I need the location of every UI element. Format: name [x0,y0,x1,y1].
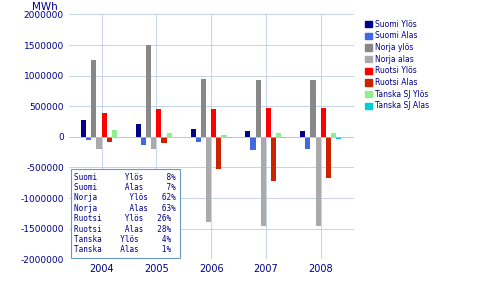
Bar [151,137,156,149]
Bar [206,137,211,222]
Text: Suomi      Ylös     8%
Suomi      Alas     7%
Norja       Ylös   62%
Norja      : Suomi Ylös 8% Suomi Alas 7% Norja Ylös 6… [75,173,176,254]
Bar [112,130,117,137]
Bar [331,132,336,137]
Bar [211,109,216,137]
Bar [201,79,206,137]
Bar [196,137,201,142]
Bar [146,45,151,137]
Bar [271,137,276,181]
Bar [96,137,102,149]
Bar [162,137,166,143]
Bar [216,137,221,169]
Bar [166,132,172,137]
Bar [221,135,226,137]
Text: MWh: MWh [32,2,57,12]
Bar [156,109,162,137]
Bar [191,129,196,137]
Bar [86,137,91,140]
Bar [305,137,310,149]
Bar [300,131,305,137]
Bar [281,137,286,138]
Bar [226,137,232,138]
Bar [81,120,86,137]
Bar [326,137,331,178]
Bar [136,124,141,137]
Bar [107,137,112,142]
Bar [316,137,321,226]
Bar [310,80,316,137]
Bar [246,131,250,137]
Bar [91,60,96,137]
Bar [336,137,341,139]
Bar [321,108,326,137]
Bar [261,137,266,226]
Bar [256,81,261,137]
Bar [102,113,107,137]
Legend: Suomi Ylös, Suomi Alas, Norja ylös, Norja alas, Ruotsi Ylös, Ruotsi Alas, Tanska: Suomi Ylös, Suomi Alas, Norja ylös, Norj… [363,18,431,112]
Bar [276,132,281,137]
Bar [266,108,271,137]
Bar [250,137,256,150]
Bar [141,137,146,145]
